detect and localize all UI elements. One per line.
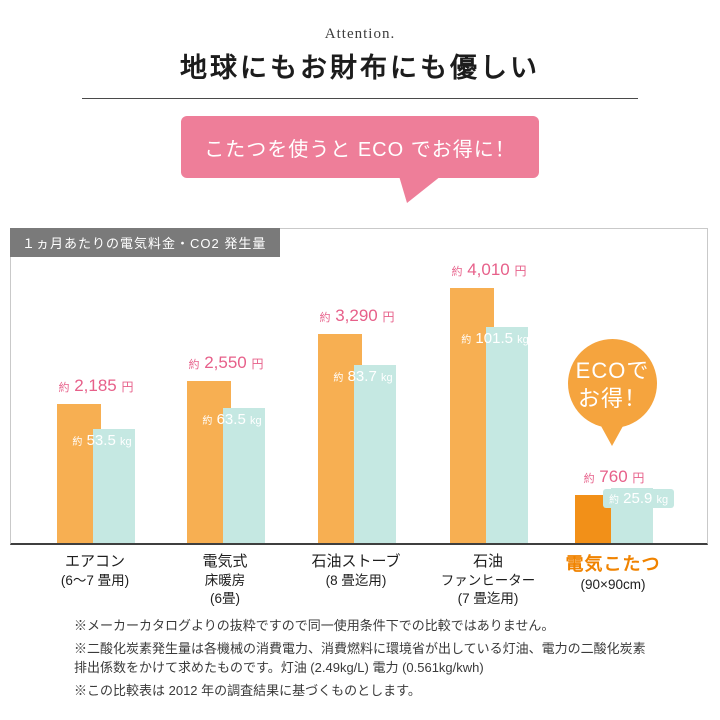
eco-badge-tail [601, 426, 623, 446]
co2-value-label: 約 101.5 kg [461, 330, 529, 347]
category-label-line: (6畳) [210, 591, 240, 607]
category-label-line: (7 畳迄用) [457, 591, 519, 607]
category-label-line: (90×90cm) [580, 577, 646, 593]
category-label-line: 床暖房 [204, 573, 246, 589]
category-labels-row: エアコン (6〜7 畳用) 電気式床暖房 (6畳) 石油ストーブ (8 畳迄用) 石油ファン… [0, 552, 720, 616]
co2-bar [354, 365, 396, 543]
category-label-line: (8 畳迄用) [325, 573, 387, 589]
bar-group: 約 3,290 円約 83.7 kg [318, 229, 396, 543]
price-value-label: 約 2,185 円 [58, 376, 134, 395]
title-divider [82, 98, 638, 99]
bar-group: 約 2,550 円約 63.5 kg [187, 229, 265, 543]
price-value-label: 約 2,550 円 [188, 353, 264, 372]
bar-group: 約 760 円約 25.9 kg [575, 229, 675, 543]
page-title: 地球にもお財布にも優しい [180, 53, 540, 83]
co2-bar [223, 408, 265, 543]
category-label-line: 電気式 [202, 553, 248, 570]
category-label-line: ファンヒーター [440, 573, 536, 589]
co2-value-label: 約 53.5 kg [72, 432, 132, 449]
category-label-line: 電気こたつ [565, 554, 661, 574]
category-label: 電気こたつ (90×90cm) [538, 552, 688, 595]
footnote-line: ※二酸化炭素発生量は各機械の消費電力、消費燃料に環境省が出している灯油、電力の二… [74, 640, 646, 676]
category-label: 石油ファンヒーター (7 畳迄用) [413, 552, 563, 609]
eco-badge: ECOで お得！ [568, 339, 657, 446]
footnote-line: ※メーカーカタログよりの抜粋ですので同一使用条件下での比較ではありません。 [74, 618, 555, 633]
speech-bubble-text: こたつを使うと ECO でお得に！ [204, 138, 516, 161]
category-label: 石油ストーブ (8 畳迄用) [281, 552, 431, 590]
eco-badge-line1: ECOで [575, 358, 650, 383]
eco-speech-bubble: こたつを使うと ECO でお得に！ [181, 116, 539, 203]
category-label-line: (6〜7 畳用) [60, 573, 130, 589]
chart-plot-area: 約 2,185 円約 53.5 kg 約 2,550 円約 63.5 kg 約 3,… [11, 229, 707, 543]
category-label-line: 石油ストーブ [311, 553, 401, 570]
bar-group: 約 2,185 円約 53.5 kg [57, 229, 135, 543]
eco-badge-line2: お得！ [577, 385, 647, 411]
co2-value-label: 約 25.9 kg [603, 489, 675, 508]
bar-group: 約 4,010 円約 101.5 kg [450, 229, 529, 543]
footnotes: ※メーカーカタログよりの抜粋ですので同一使用条件下での比較ではありません。 ※二酸… [74, 616, 658, 703]
price-value-label: 約 3,290 円 [319, 306, 395, 325]
price-value-label: 約 4,010 円 [451, 260, 527, 279]
co2-value-label: 約 83.7 kg [333, 368, 393, 385]
category-label: エアコン (6〜7 畳用) [20, 552, 170, 590]
category-label-line: エアコン [64, 553, 125, 570]
co2-bar [486, 327, 528, 543]
co2-value-label: 約 63.5 kg [202, 411, 262, 428]
category-label-line: 石油 [472, 553, 503, 570]
speech-bubble-tail [399, 176, 441, 203]
attention-label: Attention. [324, 26, 396, 42]
footnote-line: ※この比較表は 2012 年の調査結果に基づくものとします。 [74, 682, 421, 698]
chart-title: １ヵ月あたりの電気料金・CO2 発生量 [10, 228, 281, 257]
co2-bar [93, 429, 135, 543]
price-value-label: 約 760 円 [583, 467, 645, 486]
category-label: 電気式床暖房 (6畳) [150, 552, 300, 609]
